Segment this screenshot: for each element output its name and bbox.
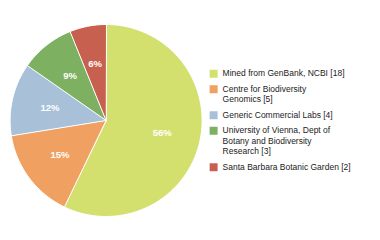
svg-text:56%: 56% — [153, 127, 173, 138]
svg-text:12%: 12% — [40, 102, 60, 113]
svg-text:6%: 6% — [88, 58, 102, 69]
svg-text:Centre for BiodiversityGenomic: Centre for BiodiversityGenomics [5] — [223, 84, 307, 105]
svg-text:University of Vienna, Dept ofB: University of Vienna, Dept ofBotany and … — [223, 125, 331, 156]
svg-text:9%: 9% — [63, 70, 77, 81]
svg-text:Mined from GenBank, NCBI [18]: Mined from GenBank, NCBI [18] — [223, 68, 345, 78]
svg-text:Generic Commercial Labs [4]: Generic Commercial Labs [4] — [223, 110, 333, 120]
svg-text:15%: 15% — [50, 149, 70, 160]
svg-text:Santa Barbara Botanic Garden [: Santa Barbara Botanic Garden [2] — [223, 162, 351, 172]
